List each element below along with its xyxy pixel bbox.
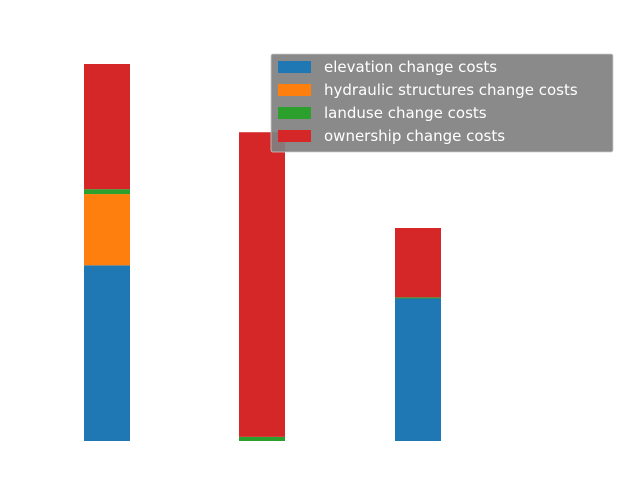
bar-segment-1-hydraulic-structures-change-costs [84,194,130,266]
bar-segment-2-landuse-change-costs [239,436,285,441]
bar-segment-3-ownership-change-costs [395,227,441,298]
bar-segment-1-ownership-change-costs [84,64,130,190]
bar-group [84,64,441,441]
legend-swatch-1 [278,61,311,73]
legend-label-4: ownership change costs [324,127,505,145]
bar-segment-2-ownership-change-costs [239,132,285,437]
legend-label-1: elevation change costs [324,58,497,76]
legend-swatch-3 [278,107,311,119]
bar-segment-3-elevation-change-costs [395,298,441,441]
legend-label-2: hydraulic structures change costs [324,81,578,99]
legend: elevation change costs hydraulic structur… [270,53,614,153]
legend-label-3: landuse change costs [324,104,487,122]
legend-swatch-2 [278,84,311,96]
bar-segment-3-landuse-change-costs [395,297,441,299]
bar-segment-1-elevation-change-costs [84,265,130,441]
legend-background [270,53,614,153]
bar-segment-1-landuse-change-costs [84,189,130,195]
legend-swatch-4 [278,130,311,142]
